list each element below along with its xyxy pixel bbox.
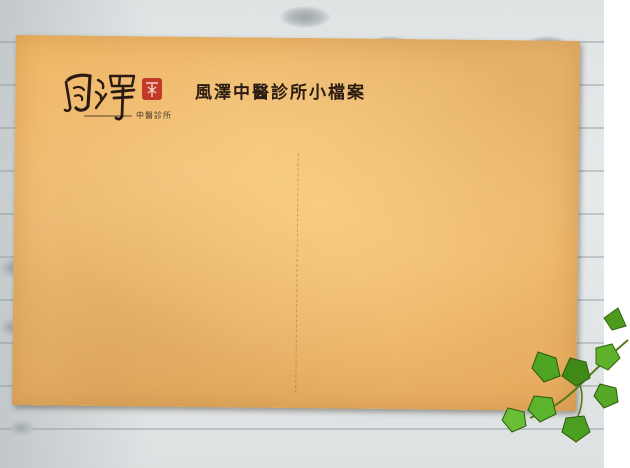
page-title: 風澤中醫診所小檔案 bbox=[195, 83, 366, 103]
clinic-logo: 中醫診所 bbox=[62, 66, 174, 122]
calligraphy-logo-icon bbox=[63, 73, 162, 121]
logo-subtitle: 中醫診所 bbox=[136, 111, 172, 120]
fold-line bbox=[295, 153, 299, 394]
ivy-leaves-icon bbox=[501, 307, 629, 443]
